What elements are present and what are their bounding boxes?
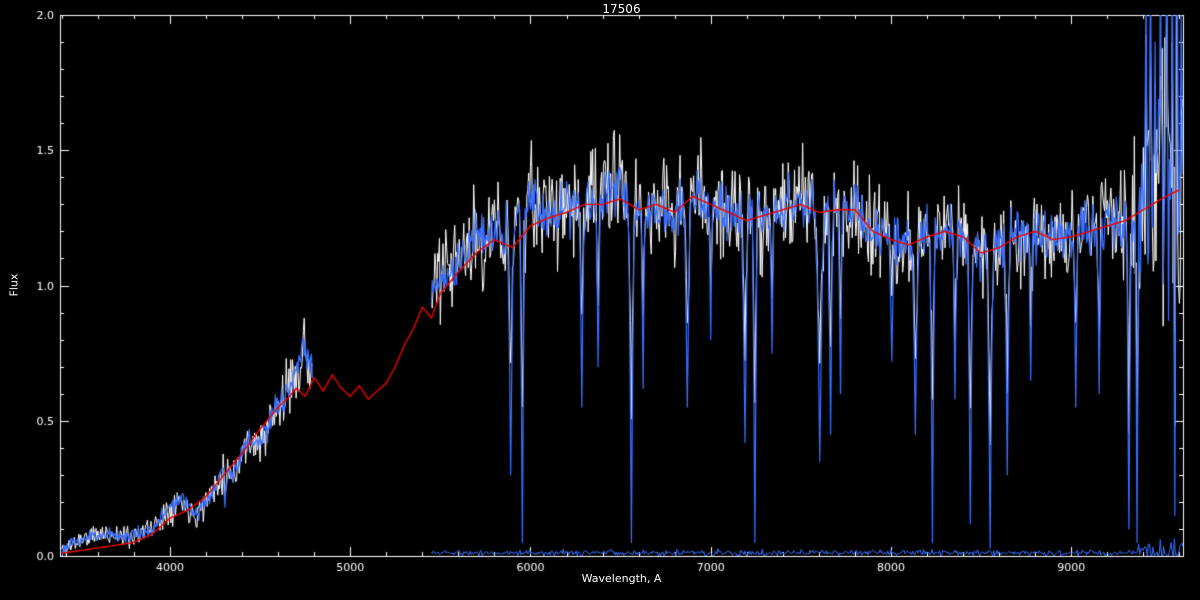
spectrum-plot-canvas (0, 0, 1200, 600)
spectrum-figure: 17506 Wavelength, A Flux (0, 0, 1200, 600)
